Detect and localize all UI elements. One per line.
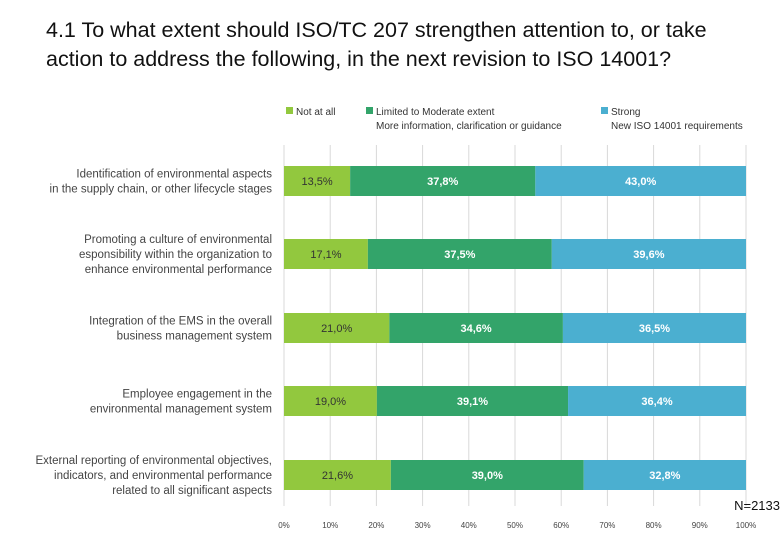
data-label: 21,6% bbox=[322, 470, 353, 482]
category-label: esponsibility within the organization to bbox=[79, 249, 272, 261]
data-label: 39,1% bbox=[457, 396, 488, 408]
data-label: 32,8% bbox=[649, 470, 680, 482]
data-label: 34,6% bbox=[461, 323, 492, 335]
bar-segment bbox=[551, 239, 746, 269]
bar-segment bbox=[284, 386, 377, 416]
legend-swatch bbox=[601, 107, 608, 114]
x-tick-label: 80% bbox=[646, 521, 662, 530]
data-label: 21,0% bbox=[321, 323, 352, 335]
bar-segment bbox=[389, 313, 563, 343]
data-label: 36,5% bbox=[639, 323, 670, 335]
x-tick-label: 60% bbox=[553, 521, 569, 530]
data-label: 19,0% bbox=[315, 396, 346, 408]
x-tick-label: 90% bbox=[692, 521, 708, 530]
category-label: indicators, and environmental performanc… bbox=[54, 470, 272, 482]
chart-title: 4.1 To what extent should ISO/TC 207 str… bbox=[46, 18, 707, 71]
x-tick-label: 0% bbox=[278, 521, 290, 530]
data-label: 37,8% bbox=[427, 176, 458, 188]
x-tick-label: 50% bbox=[507, 521, 523, 530]
data-label: 43,0% bbox=[625, 176, 656, 188]
bar-segment bbox=[568, 386, 746, 416]
x-tick-label: 70% bbox=[599, 521, 615, 530]
category-label: Promoting a culture of environmental bbox=[84, 234, 272, 246]
x-tick-label: 10% bbox=[322, 521, 338, 530]
x-tick-label: 30% bbox=[415, 521, 431, 530]
bar-segment bbox=[284, 166, 351, 196]
legend-label: Strong bbox=[611, 107, 640, 118]
category-label: in the supply chain, or other lifecycle … bbox=[50, 184, 273, 196]
data-label: 17,1% bbox=[310, 249, 341, 261]
bar-segment bbox=[350, 166, 536, 196]
category-label: enhance environmental performance bbox=[85, 264, 272, 276]
category-label: environmental management system bbox=[90, 404, 272, 416]
bar-segment bbox=[562, 313, 746, 343]
bar-segment bbox=[367, 239, 552, 269]
legend-label: Limited to Moderate extent bbox=[376, 107, 495, 118]
x-tick-label: 20% bbox=[368, 521, 384, 530]
legend-label: Not at all bbox=[296, 107, 335, 118]
bar-segment bbox=[535, 166, 746, 196]
bar-segment bbox=[583, 460, 746, 490]
bar-segment bbox=[390, 460, 584, 490]
category-label: External reporting of environmental obje… bbox=[35, 455, 272, 467]
bar-segment bbox=[376, 386, 569, 416]
bar-segment bbox=[284, 313, 390, 343]
legend-swatch bbox=[286, 107, 293, 114]
category-label: Employee engagement in the bbox=[122, 389, 272, 401]
category-label: Integration of the EMS in the overall bbox=[89, 316, 272, 328]
data-label: 13,5% bbox=[301, 176, 332, 188]
x-tick-label: 40% bbox=[461, 521, 477, 530]
data-label: 39,0% bbox=[472, 470, 503, 482]
legend-subtitle: New ISO 14001 requirements bbox=[611, 121, 743, 132]
legend-subtitle: More information, clarification or guida… bbox=[376, 121, 562, 132]
category-label: business management system bbox=[117, 331, 272, 343]
bar-segment bbox=[284, 239, 368, 269]
legend-swatch bbox=[366, 107, 373, 114]
data-label: 36,4% bbox=[641, 396, 672, 408]
data-label: 37,5% bbox=[444, 249, 475, 261]
data-label: 39,6% bbox=[633, 249, 664, 261]
category-label: Identification of environmental aspects bbox=[76, 169, 272, 181]
bar-segment bbox=[284, 460, 391, 490]
category-label: related to all significant aspects bbox=[112, 485, 272, 497]
x-tick-label: 100% bbox=[736, 521, 756, 530]
sample-size-annotation: N=2133 bbox=[734, 498, 780, 513]
